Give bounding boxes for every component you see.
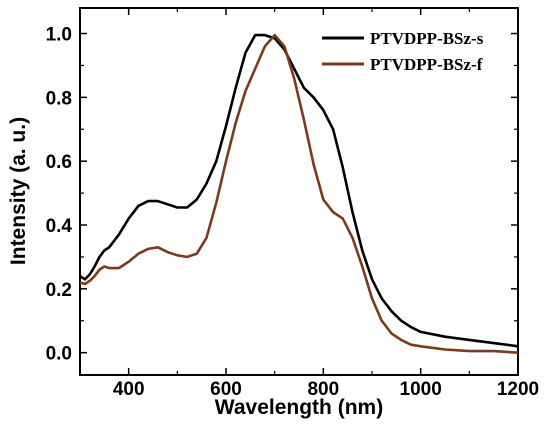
series-layer [79,33,519,354]
x-tick-label: 400 [113,379,145,400]
plot-area-frame [79,7,519,376]
y-axis: 0.0 0.2 0.4 0.6 0.8 1.0 [46,25,518,365]
legend-label: PTVDPP-BSz-f [370,55,483,74]
series-line [79,33,519,354]
y-tick-label: 0.2 [46,280,72,301]
series-line [79,33,519,348]
y-tick-label: 0.4 [46,216,73,237]
y-tick-label: 1.0 [46,25,72,46]
x-tick-label: 800 [307,379,339,400]
y-axis-title: Intensity (a. u.) [7,117,30,265]
x-axis-title: Wavelength (nm) [215,396,383,419]
legend: PTVDPP-BSz-s PTVDPP-BSz-f [322,29,484,74]
y-tick-label: 0.8 [46,88,72,109]
x-axis: 400 600 800 1000 1200 [113,8,539,400]
y-tick-label: 0.0 [46,344,72,365]
x-tick-label: 1000 [400,379,442,400]
y-tick-label: 0.6 [46,152,72,173]
legend-label: PTVDPP-BSz-s [370,29,484,48]
x-tick-label: 600 [210,379,242,400]
x-tick-label: 1200 [497,379,539,400]
